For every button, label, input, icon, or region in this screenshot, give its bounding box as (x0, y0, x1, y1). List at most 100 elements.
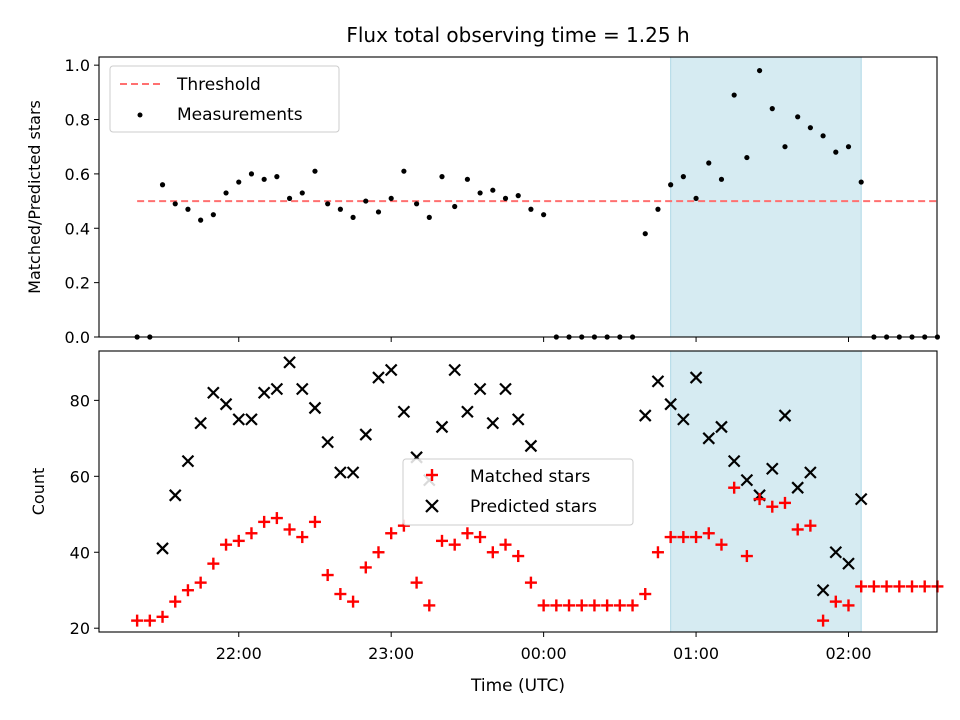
predicted-star-point (157, 543, 168, 554)
predicted-star-point (386, 364, 397, 375)
measurement-point (249, 171, 254, 176)
matched-star-point (563, 599, 575, 611)
legend-threshold-label: Threshold (176, 75, 261, 95)
matched-star-point (296, 531, 308, 543)
measurement-point (795, 114, 800, 119)
matched-star-point (271, 512, 283, 524)
measurement-point (173, 201, 178, 206)
bottom-x-axis: 22:00 23:00 00:00 01:00 02:00 (216, 632, 872, 663)
measurement-point (541, 212, 546, 217)
predicted-star-point (284, 357, 295, 368)
chart-title: Flux total observing time = 1.25 h (346, 23, 689, 47)
predicted-star-point (182, 456, 193, 467)
predicted-star-point (373, 372, 384, 383)
measurement-point (693, 196, 698, 201)
measurement-point (401, 169, 406, 174)
bottom-y-axis-label: Count (29, 468, 48, 516)
matched-star-point (868, 580, 880, 592)
predicted-star-point (259, 387, 270, 398)
matched-star-point (385, 527, 397, 539)
measurement-point (490, 188, 495, 193)
measurement-point (655, 207, 660, 212)
legend-measurements-swatch (138, 113, 143, 118)
top-ytick-label: 0.0 (65, 328, 90, 347)
measurement-point (757, 68, 762, 73)
chart-figure: 0.00.20.40.60.81.0 Flux total observing … (0, 0, 960, 720)
matched-star-point (588, 599, 600, 611)
predicted-star-point (309, 402, 320, 413)
bottom-y-axis: 20406080 (70, 391, 99, 638)
measurement-point (820, 133, 825, 138)
matched-star-point (195, 577, 207, 589)
measurement-point (223, 190, 228, 195)
top-ytick-label: 0.8 (65, 111, 90, 130)
predicted-star-point (449, 364, 460, 375)
predicted-star-point (233, 414, 244, 425)
matched-star-point (284, 523, 296, 535)
measurement-point (744, 155, 749, 160)
measurement-point (350, 215, 355, 220)
predicted-star-point (322, 437, 333, 448)
matched-star-point (423, 599, 435, 611)
predicted-star-point (513, 414, 524, 425)
measurement-point (859, 179, 864, 184)
predicted-star-point (487, 418, 498, 429)
matched-star-point (576, 599, 588, 611)
predicted-star-point (195, 418, 206, 429)
measurement-point (719, 177, 724, 182)
predicted-star-point (271, 383, 282, 394)
predicted-star-point (462, 406, 473, 417)
matched-star-point (906, 580, 918, 592)
legend-predicted-label: Predicted stars (470, 497, 597, 517)
matched-star-point (169, 596, 181, 608)
top-y-axis: 0.0 0.2 0.4 0.6 0.8 1.0 (65, 56, 99, 347)
matched-star-point (258, 516, 270, 528)
matched-star-point (436, 535, 448, 547)
predicted-star-point (652, 376, 663, 387)
bottom-ytick-label: 80 (70, 391, 90, 410)
matched-star-point (881, 580, 893, 592)
measurement-point (338, 207, 343, 212)
predicted-star-point (525, 440, 536, 451)
predicted-star-point (208, 387, 219, 398)
xtick-label: 23:00 (368, 644, 414, 663)
legend-matched-label: Matched stars (470, 467, 590, 487)
legend-measurements-label: Measurements (177, 105, 303, 125)
measurement-point (643, 231, 648, 236)
xtick-label: 22:00 (216, 644, 262, 663)
matched-star-point (347, 596, 359, 608)
predicted-star-point (170, 490, 181, 501)
matched-star-point (144, 615, 156, 627)
predicted-star-point (360, 429, 371, 440)
measurement-point (300, 190, 305, 195)
matched-star-point (538, 599, 550, 611)
measurement-point (833, 150, 838, 155)
measurement-point (503, 196, 508, 201)
matched-star-point (245, 527, 257, 539)
measurement-point (312, 169, 317, 174)
matched-star-point (525, 577, 537, 589)
bottom-ytick-label: 40 (70, 543, 90, 562)
measurement-point (782, 144, 787, 149)
xtick-label: 00:00 (521, 644, 567, 663)
top-legend: Threshold Measurements (110, 66, 339, 132)
predicted-star-point (221, 399, 232, 410)
observing-window-shade-top (671, 57, 862, 337)
matched-star-point (309, 516, 321, 528)
predicted-star-point (437, 421, 448, 432)
measurement-point (439, 174, 444, 179)
bottom-legend: Matched stars Predicted stars (403, 459, 633, 525)
matched-star-point (207, 558, 219, 570)
predicted-star-point (297, 383, 308, 394)
predicted-star-point (398, 406, 409, 417)
observing-window-shade-bottom (671, 351, 862, 632)
matched-star-point (512, 550, 524, 562)
top-x-ticks (239, 337, 849, 342)
matched-star-point (461, 527, 473, 539)
top-plot: 0.0 0.2 0.4 0.6 0.8 1.0 Flux total observing … (25, 23, 940, 347)
measurement-point (681, 174, 686, 179)
top-ytick-label: 1.0 (65, 56, 90, 75)
top-y-axis-label: Matched/Predicted stars (25, 100, 44, 294)
top-ytick-label: 0.6 (65, 165, 90, 184)
measurement-point (452, 204, 457, 209)
